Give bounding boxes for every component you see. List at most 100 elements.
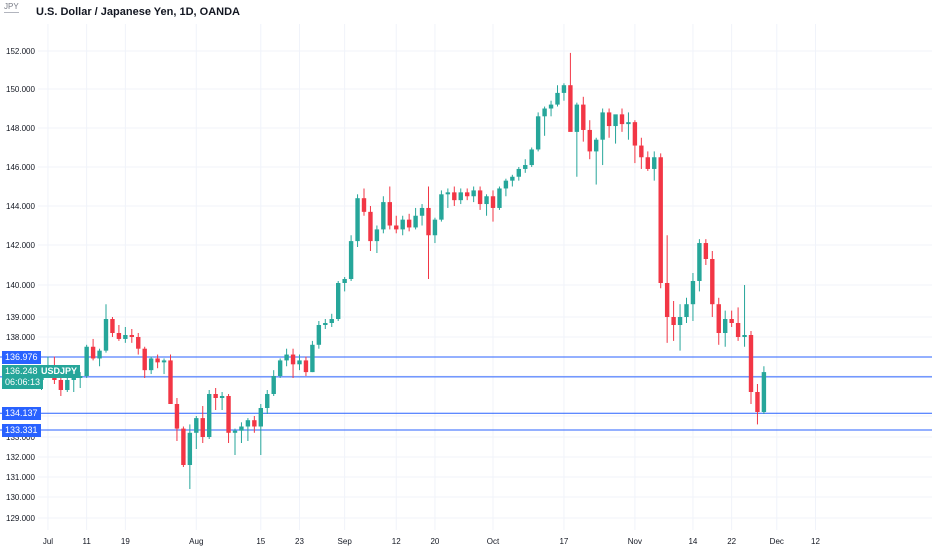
candle-body	[110, 319, 115, 333]
candle-body	[129, 335, 134, 337]
candle-body	[239, 426, 244, 431]
candle-body	[258, 408, 263, 427]
candle-body	[271, 376, 276, 394]
y-tick-label: 131.000	[6, 473, 35, 482]
candle-body	[503, 180, 509, 189]
candle-body	[329, 319, 334, 323]
x-tick-label: 17	[559, 537, 568, 546]
candle-body	[510, 176, 515, 181]
candle-body	[148, 358, 154, 371]
y-tick-label: 138.000	[6, 333, 35, 342]
candle-body	[168, 360, 173, 404]
candle-body	[684, 304, 689, 317]
candle-body	[652, 157, 657, 169]
candle-body	[316, 325, 322, 345]
candle-body	[419, 207, 425, 216]
candle-body	[400, 219, 405, 230]
candle-body	[729, 319, 734, 323]
candle-body	[632, 122, 638, 146]
candle-body	[581, 104, 586, 130]
candle-body	[426, 207, 431, 236]
candle-body	[664, 283, 670, 317]
candle-body	[748, 335, 754, 392]
candle-body	[490, 196, 496, 208]
candle-body	[406, 219, 412, 228]
y-tick-label: 148.000	[6, 124, 35, 133]
candle-body	[207, 394, 212, 437]
candle-body	[277, 360, 283, 376]
candle-body	[232, 430, 238, 433]
candle-body	[568, 85, 573, 132]
candle-body	[587, 129, 592, 152]
candle-body	[219, 396, 225, 398]
level-price-tag: 134.137	[2, 407, 41, 421]
horizontal-level-lines	[0, 356, 932, 431]
candle-body	[116, 333, 122, 339]
level-price-tag: 133.331	[2, 424, 41, 438]
candle-body	[529, 149, 534, 166]
candle-body	[213, 394, 218, 398]
candle-body	[645, 157, 650, 169]
candle-body	[348, 241, 354, 279]
x-tick-label: Jul	[43, 537, 53, 546]
candle-body	[78, 376, 83, 378]
candle-body	[523, 165, 528, 169]
candle-body	[361, 198, 367, 212]
x-tick-label: 12	[392, 537, 401, 546]
candle-body	[606, 112, 612, 127]
candle-body	[697, 243, 702, 281]
price-axis: 129.000130.000131.000132.000133.000134.0…	[6, 47, 35, 523]
y-tick-label: 140.000	[6, 281, 35, 290]
candle-body	[542, 108, 547, 117]
level-price-tag: 136.976	[2, 350, 41, 364]
candle-body	[303, 360, 309, 373]
candle-body	[342, 279, 347, 283]
candle-body	[742, 335, 747, 337]
y-tick-label: 150.000	[6, 85, 35, 94]
candle-body	[761, 372, 767, 412]
x-tick-label: Sep	[338, 537, 353, 546]
candle-body	[548, 104, 554, 109]
candle-body	[310, 344, 315, 373]
x-tick-label: Dec	[770, 537, 784, 546]
candle-body	[194, 418, 199, 433]
candle-body	[226, 396, 231, 433]
candle-body	[90, 346, 96, 359]
candle-body	[484, 196, 489, 205]
x-tick-label: 19	[121, 537, 130, 546]
candle-body	[445, 192, 451, 195]
x-tick-label: Oct	[487, 537, 500, 546]
candle-body	[142, 348, 147, 371]
symbol-tag: USDJPY	[38, 365, 81, 379]
candle-body	[97, 350, 102, 359]
candle-body	[594, 139, 599, 152]
currency-label: JPY	[4, 2, 19, 13]
candle-body	[626, 122, 631, 125]
candle-body	[497, 188, 502, 208]
y-tick-label: 129.000	[6, 514, 35, 523]
candle-body	[613, 114, 618, 127]
candle-body	[413, 215, 418, 228]
candle-body	[735, 323, 741, 337]
x-tick-label: 22	[727, 537, 736, 546]
y-tick-label: 146.000	[6, 163, 35, 172]
candle-body	[432, 219, 438, 236]
candle-body	[658, 157, 663, 283]
x-tick-label: 15	[256, 537, 265, 546]
candle-body	[368, 211, 373, 242]
candle-body	[690, 281, 696, 305]
candle-body	[265, 394, 270, 408]
candle-body	[619, 114, 625, 125]
x-tick-label: 23	[295, 537, 304, 546]
candle-body	[716, 304, 721, 333]
candle-body	[71, 378, 76, 380]
y-tick-label: 130.000	[6, 493, 35, 502]
countdown-tag: 06:06:13	[2, 376, 44, 390]
candle-body	[477, 190, 483, 205]
candle-body	[136, 337, 141, 349]
y-tick-label: 133.000	[6, 433, 35, 442]
candle-body	[465, 192, 470, 197]
candle-body	[387, 202, 392, 226]
candle-body	[123, 335, 128, 339]
